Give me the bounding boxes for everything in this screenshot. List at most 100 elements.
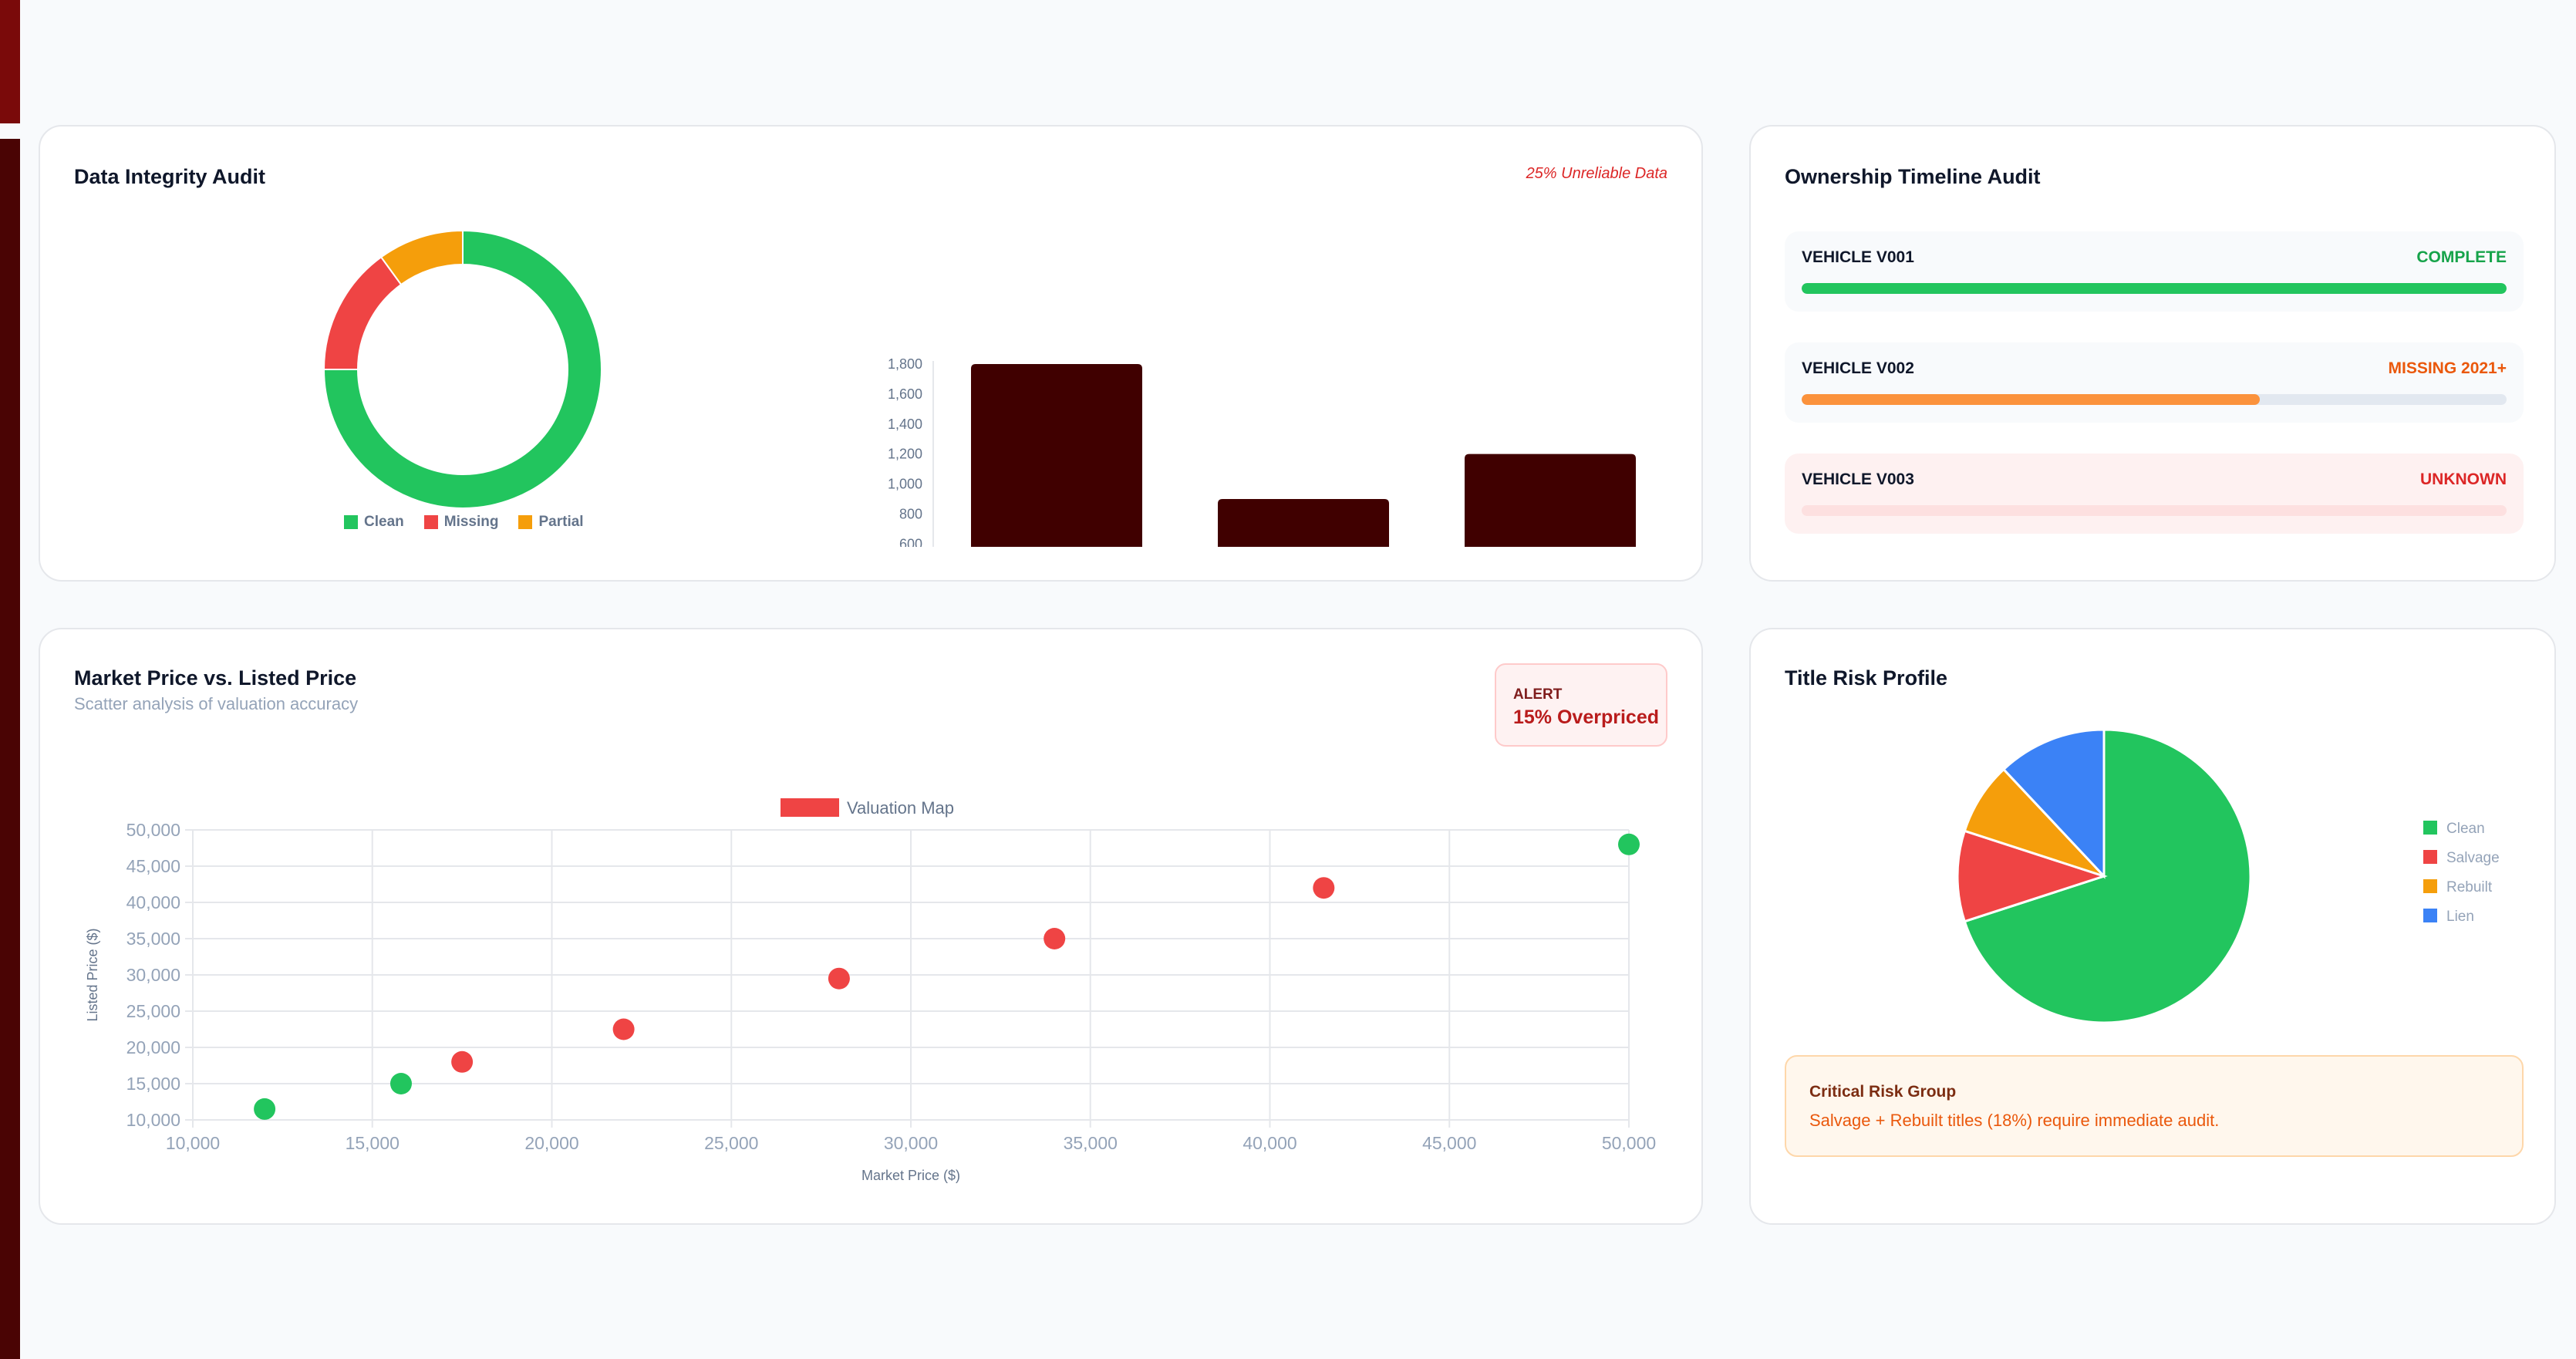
title-risk-card: Title Risk Profile Clean Salvage Rebuilt Li…: [1749, 628, 2556, 1225]
scatter-x-axis-label: Market Price ($): [861, 1168, 960, 1183]
bar-y-tick-label: 1,200: [888, 447, 922, 462]
donut-slice-partial: [379, 229, 464, 286]
market-price-subtitle: Scatter analysis of valuation accuracy: [74, 694, 359, 713]
donut-legend-clean[interactable]: Clean: [344, 514, 404, 531]
timeline-item-vehicle-v002[interactable]: VEHICLE V002 MISSING 2021+: [1785, 342, 2524, 423]
unreliable-data-badge: 25% Unreliable Data: [1526, 165, 1667, 182]
market-price-title: Market Price vs. Listed Price: [74, 666, 357, 690]
pie-slice-rebuilt: [1963, 767, 2106, 878]
scatter-x-tick-label: 10,000: [166, 1133, 220, 1153]
timeline-status: COMPLETE: [2416, 248, 2507, 266]
pie-legend-swatch-clean: [2423, 821, 2437, 835]
bar-y-tick-label: 1,000: [888, 477, 922, 492]
timeline-progress-fill: [1802, 283, 2507, 294]
critical-risk-callout: Critical Risk Group Salvage + Rebuilt ti…: [1785, 1055, 2524, 1157]
scatter-point: [1313, 877, 1335, 899]
timeline-progress-track: [1802, 394, 2507, 405]
scatter-point: [1044, 928, 1066, 949]
scatter-point: [254, 1098, 276, 1120]
title-risk-legend: Clean Salvage Rebuilt Lien: [2423, 821, 2500, 925]
legend-swatch: [344, 515, 358, 529]
legend-label: Missing: [443, 514, 499, 530]
pie-legend-label-salvage: Salvage: [2446, 850, 2500, 866]
scatter-point: [451, 1050, 474, 1073]
scatter-point: [1618, 833, 1640, 855]
scatter-x-tick-label: 30,000: [884, 1133, 938, 1153]
legend-swatch: [423, 515, 438, 529]
scatter-x-tick-label: 25,000: [704, 1133, 758, 1153]
scatter-y-tick-label: 30,000: [126, 965, 180, 985]
bar-y-tick-label: 1,600: [888, 386, 922, 402]
pie-legend-swatch-lien: [2423, 909, 2437, 922]
bar-y-tick-label: 1,400: [888, 416, 922, 432]
integrity-donut-legend: Clean Missing Partial: [344, 514, 584, 531]
donut-legend-missing[interactable]: Missing: [423, 514, 499, 531]
scatter-x-tick-label: 20,000: [524, 1133, 578, 1153]
scatter-y-tick-label: 15,000: [126, 1074, 180, 1094]
pie-legend-label-lien: Lien: [2446, 909, 2474, 925]
timeline-vehicle-name: VEHICLE V001: [1802, 248, 1914, 266]
scatter-y-tick-label: 20,000: [126, 1037, 180, 1057]
donut-slice-clean: [322, 229, 602, 509]
timeline-status: MISSING 2021+: [2388, 359, 2507, 377]
bar-y-tick-label: 1,800: [888, 356, 922, 372]
donut-legend-partial[interactable]: Partial: [518, 514, 584, 531]
pie-legend-label-clean: Clean: [2446, 821, 2485, 837]
left-edge-accent: [0, 0, 20, 123]
scatter-legend-swatch: [781, 798, 839, 817]
scatter-x-tick-label: 15,000: [346, 1133, 400, 1153]
alert-value: 15% Overpriced: [1513, 706, 1659, 728]
overpriced-alert[interactable]: ALERT 15% Overpriced: [1495, 663, 1667, 747]
integrity-bar-chart: 02004006008001,0001,2001,4001,6001,800Ow…: [888, 356, 1636, 547]
scatter-point: [389, 1073, 412, 1094]
market-price-card: Market Price vs. Listed Price Scatter an…: [39, 628, 1703, 1225]
scatter-y-tick-label: 45,000: [126, 856, 180, 876]
integrity-donut-chart: [322, 229, 602, 509]
title-risk-pie-chart: [1956, 728, 2252, 1024]
timeline-item-vehicle-v003[interactable]: VEHICLE V003 UNKNOWN: [1785, 454, 2524, 534]
scatter-point: [828, 967, 850, 990]
bar-ownership: [971, 364, 1142, 547]
title-risk-title: Title Risk Profile: [1785, 666, 1948, 690]
timeline-progress-track: [1802, 283, 2507, 294]
critical-risk-text: Salvage + Rebuilt titles (18%) require i…: [1809, 1111, 2220, 1130]
timeline-progress-track: [1802, 505, 2507, 516]
ownership-timeline-title: Ownership Timeline Audit: [1785, 165, 2041, 188]
scatter-x-tick-label: 35,000: [1064, 1133, 1118, 1153]
legend-label: Partial: [538, 514, 584, 530]
timeline-vehicle-name: VEHICLE V002: [1802, 359, 1914, 377]
timeline-progress-fill: [1802, 394, 2261, 405]
bar-sale-date: [1218, 499, 1389, 547]
pie-slice-lien: [2001, 728, 2106, 879]
critical-risk-title: Critical Risk Group: [1809, 1083, 1957, 1101]
left-edge-strip: [0, 0, 20, 1359]
pie-legend-label-rebuilt: Rebuilt: [2446, 879, 2493, 895]
legend-label: Clean: [364, 514, 404, 530]
scatter-y-tick-label: 25,000: [126, 1001, 180, 1021]
data-integrity-title: Data Integrity Audit: [74, 165, 266, 188]
legend-swatch: [518, 515, 533, 529]
timeline-vehicle-name: VEHICLE V003: [1802, 470, 1914, 488]
data-integrity-card: Data Integrity Audit 25% Unreliable Data…: [39, 125, 1703, 582]
pie-slice-salvage: [1956, 829, 2108, 923]
timeline-status: UNKNOWN: [2420, 470, 2507, 488]
pie-legend-swatch-rebuilt: [2423, 879, 2437, 893]
bar-unstructured: [1465, 454, 1636, 547]
scatter-y-tick-label: 10,000: [126, 1110, 180, 1130]
alert-label: ALERT: [1513, 686, 1563, 703]
bar-y-tick-label: 600: [899, 536, 922, 547]
scatter-x-tick-label: 45,000: [1422, 1133, 1476, 1153]
scatter-y-axis-label: Listed Price ($): [85, 928, 100, 1021]
scatter-y-tick-label: 50,000: [126, 820, 180, 840]
scatter-y-tick-label: 35,000: [126, 929, 180, 949]
left-edge-gap: [0, 123, 20, 139]
scatter-x-tick-label: 40,000: [1242, 1133, 1296, 1153]
scatter-point: [612, 1018, 635, 1040]
pie-legend-swatch-salvage: [2423, 850, 2437, 864]
ownership-timeline-card: Ownership Timeline Audit VEHICLE V001 COM…: [1749, 125, 2556, 582]
scatter-y-tick-label: 40,000: [126, 892, 180, 912]
market-scatter-chart: 10,000 15,000 20,000 25,000 30,000 35,000 40,0…: [85, 798, 1656, 1183]
bar-y-tick-label: 800: [899, 506, 922, 521]
timeline-item-vehicle-v001[interactable]: VEHICLE V001 COMPLETE: [1785, 231, 2524, 312]
donut-slice-missing: [322, 255, 403, 370]
